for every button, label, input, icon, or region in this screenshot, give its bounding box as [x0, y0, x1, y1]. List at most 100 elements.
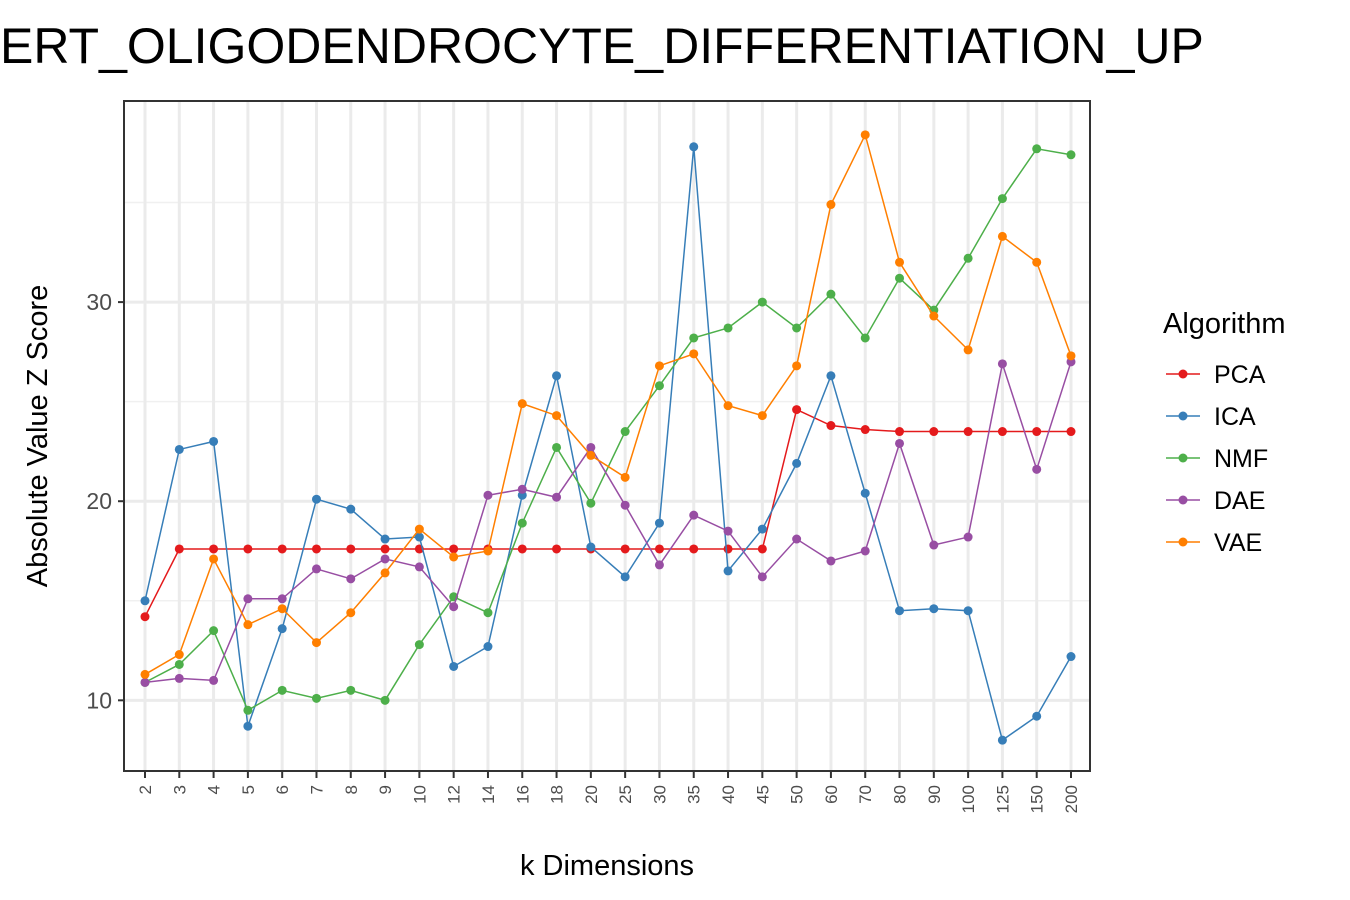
legend-item-ica: ICA — [1166, 403, 1256, 431]
data-point-ica — [174, 444, 184, 454]
data-point-nmf — [689, 333, 699, 343]
data-point-vae — [620, 472, 630, 482]
data-point-nmf — [346, 685, 356, 695]
data-point-pca — [346, 544, 356, 554]
data-point-dae — [620, 500, 630, 510]
data-point-ica — [1066, 652, 1076, 662]
data-point-ica — [414, 532, 424, 542]
legend-label: NMF — [1214, 445, 1268, 473]
data-point-pca — [277, 544, 287, 554]
data-point-pca — [449, 544, 459, 554]
data-point-vae — [963, 345, 973, 355]
data-point-nmf — [860, 333, 870, 343]
x-tick-label: 9 — [376, 785, 395, 794]
data-point-dae — [792, 534, 802, 544]
legend-item-nmf: NMF — [1166, 445, 1268, 473]
series-layer — [140, 130, 1076, 745]
data-point-dae — [277, 594, 287, 604]
x-tick-label: 100 — [959, 785, 978, 813]
data-point-vae — [517, 399, 527, 409]
data-point-pca — [654, 544, 664, 554]
data-point-nmf — [586, 498, 596, 508]
data-point-nmf — [963, 253, 973, 263]
data-point-vae — [209, 554, 219, 564]
x-tick-label: 40 — [719, 785, 738, 804]
legend-key-point — [1178, 369, 1188, 379]
x-tick-label: 8 — [342, 785, 361, 794]
data-point-ica — [620, 572, 630, 582]
data-point-pca — [620, 544, 630, 554]
data-point-pca — [174, 544, 184, 554]
data-point-pca — [757, 544, 767, 554]
legend-label: PCA — [1214, 361, 1266, 389]
data-point-pca — [723, 544, 733, 554]
x-tick-label: 10 — [410, 785, 429, 804]
x-tick-label: 200 — [1062, 785, 1081, 813]
x-tick-label: 4 — [205, 785, 224, 794]
data-point-dae — [860, 546, 870, 556]
data-point-dae — [483, 490, 493, 500]
x-tick-label: 80 — [891, 785, 910, 804]
data-point-nmf — [243, 705, 253, 715]
series-line-pca — [144, 408, 1071, 618]
data-point-ica — [654, 518, 664, 528]
data-point-dae — [140, 677, 150, 687]
data-point-ica — [243, 721, 253, 731]
data-point-vae — [552, 411, 562, 421]
data-point-ica — [311, 494, 321, 504]
data-point-pca — [997, 427, 1007, 437]
legend-items: PCA ICA NMF DAE VAE — [1166, 361, 1268, 557]
data-point-vae — [895, 257, 905, 267]
series-vae — [140, 130, 1076, 679]
data-point-dae — [929, 540, 939, 550]
data-point-ica — [483, 642, 493, 652]
data-point-pca — [792, 405, 802, 415]
x-tick-label: 45 — [753, 785, 772, 804]
data-point-nmf — [517, 518, 527, 528]
legend-key-point — [1178, 411, 1188, 421]
x-tick-label: 14 — [479, 785, 498, 804]
data-point-ica — [997, 735, 1007, 745]
data-point-nmf — [620, 427, 630, 437]
chart-title: ERT_OLIGODENDROCYTE_DIFFERENTIATION_UP — [0, 18, 1204, 74]
data-point-dae — [826, 556, 836, 566]
x-tick-label: 60 — [822, 785, 841, 804]
x-tick-label: 7 — [307, 785, 326, 794]
data-point-nmf — [380, 695, 390, 705]
data-point-pca — [1032, 427, 1042, 437]
data-point-nmf — [654, 381, 664, 391]
data-point-vae — [414, 524, 424, 534]
data-point-vae — [757, 411, 767, 421]
legend-title: Algorithm — [1163, 308, 1286, 340]
data-point-dae — [723, 526, 733, 536]
data-point-nmf — [552, 442, 562, 452]
data-point-ica — [689, 142, 699, 152]
series-line-vae — [144, 132, 1072, 676]
data-point-dae — [997, 359, 1007, 369]
data-point-ica — [723, 566, 733, 576]
data-point-vae — [723, 401, 733, 411]
data-point-dae — [380, 554, 390, 564]
legend-key-point — [1178, 453, 1188, 463]
series-pca — [140, 405, 1076, 622]
data-point-pca — [826, 421, 836, 431]
legend-label: VAE — [1214, 529, 1262, 557]
data-point-ica — [895, 606, 905, 616]
data-point-dae — [517, 484, 527, 494]
data-point-dae — [552, 492, 562, 502]
data-point-ica — [346, 504, 356, 514]
data-point-nmf — [792, 323, 802, 333]
data-point-nmf — [997, 194, 1007, 204]
data-point-ica — [860, 488, 870, 498]
data-point-vae — [483, 546, 493, 556]
plot-panel — [124, 101, 1090, 771]
data-point-pca — [243, 544, 253, 554]
data-point-ica — [209, 436, 219, 446]
data-point-pca — [895, 427, 905, 437]
data-point-ica — [963, 606, 973, 616]
data-point-pca — [140, 612, 150, 622]
data-point-pca — [517, 544, 527, 554]
data-point-dae — [1032, 464, 1042, 474]
data-point-nmf — [723, 323, 733, 333]
